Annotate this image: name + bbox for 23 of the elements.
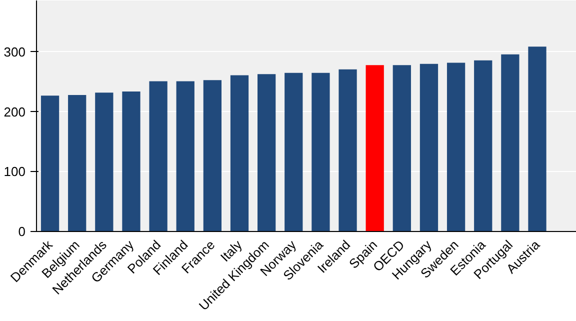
bar (312, 72, 330, 232)
bar (338, 69, 357, 232)
bar (230, 75, 249, 232)
bar (446, 62, 466, 232)
y-tick-label: 200 (4, 104, 26, 120)
bar (474, 60, 492, 232)
bar (366, 65, 384, 232)
bar (68, 95, 86, 232)
bar (40, 96, 60, 232)
bar (176, 81, 194, 232)
bar (284, 72, 303, 232)
y-tick-label: 100 (4, 164, 26, 180)
bar (149, 81, 168, 232)
bar (95, 92, 114, 232)
y-tick-label: 300 (4, 44, 26, 60)
bar (420, 64, 438, 232)
bar (501, 54, 520, 232)
y-tick-label: 0 (18, 224, 26, 239)
bar (203, 80, 222, 232)
bar (258, 74, 276, 232)
bar (392, 65, 411, 232)
bar (528, 46, 546, 232)
bar (122, 91, 140, 232)
